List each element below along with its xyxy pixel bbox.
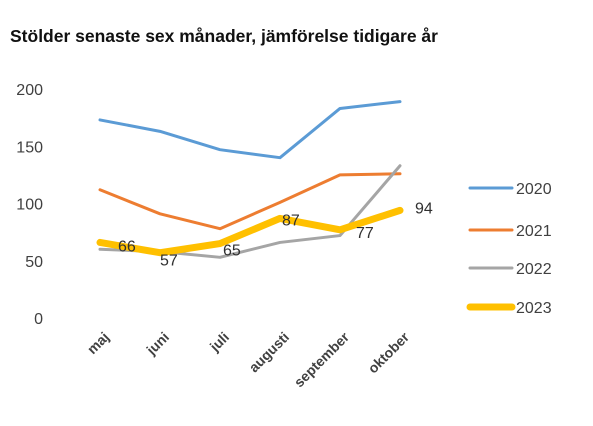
x-tick-label: september — [291, 328, 353, 390]
data-label: 87 — [282, 212, 300, 229]
series-line-2020 — [98, 100, 402, 160]
y-tick-label: 0 — [34, 311, 43, 328]
legend-label: 2021 — [516, 223, 552, 240]
y-axis: 0 50 100 150 200 — [16, 82, 43, 328]
legend-label: 2022 — [516, 261, 552, 278]
data-labels: 66 57 65 87 77 94 — [118, 200, 433, 269]
y-tick-label: 100 — [16, 197, 43, 214]
series-line-2021 — [98, 172, 402, 231]
legend: 2020 2021 2022 2023 — [466, 181, 552, 317]
legend-item-2021: 2021 — [468, 223, 552, 240]
data-label: 65 — [223, 243, 241, 260]
data-label: 57 — [160, 253, 178, 270]
data-label: 66 — [118, 238, 136, 255]
x-tick-label: augusti — [246, 329, 293, 376]
x-tick-label: juli — [206, 329, 232, 355]
y-tick-label: 150 — [16, 139, 43, 156]
y-tick-label: 50 — [25, 254, 43, 271]
y-tick-label: 200 — [16, 82, 43, 99]
x-tick-label: juni — [143, 329, 173, 359]
series-line-2023 — [96, 206, 404, 257]
series-line-2022 — [98, 164, 402, 259]
legend-item-2020: 2020 — [468, 181, 552, 198]
data-label: 94 — [415, 200, 433, 217]
x-tick-label: oktober — [365, 328, 413, 376]
data-label: 77 — [356, 225, 374, 242]
legend-label: 2020 — [516, 181, 552, 198]
legend-label: 2023 — [516, 300, 552, 317]
legend-item-2022: 2022 — [468, 261, 552, 278]
chart-title: Stölder senaste sex månader, jämförelse … — [10, 26, 438, 46]
legend-item-2023: 2023 — [466, 300, 552, 317]
series-layer — [96, 100, 404, 259]
x-tick-label: maj — [84, 329, 112, 357]
